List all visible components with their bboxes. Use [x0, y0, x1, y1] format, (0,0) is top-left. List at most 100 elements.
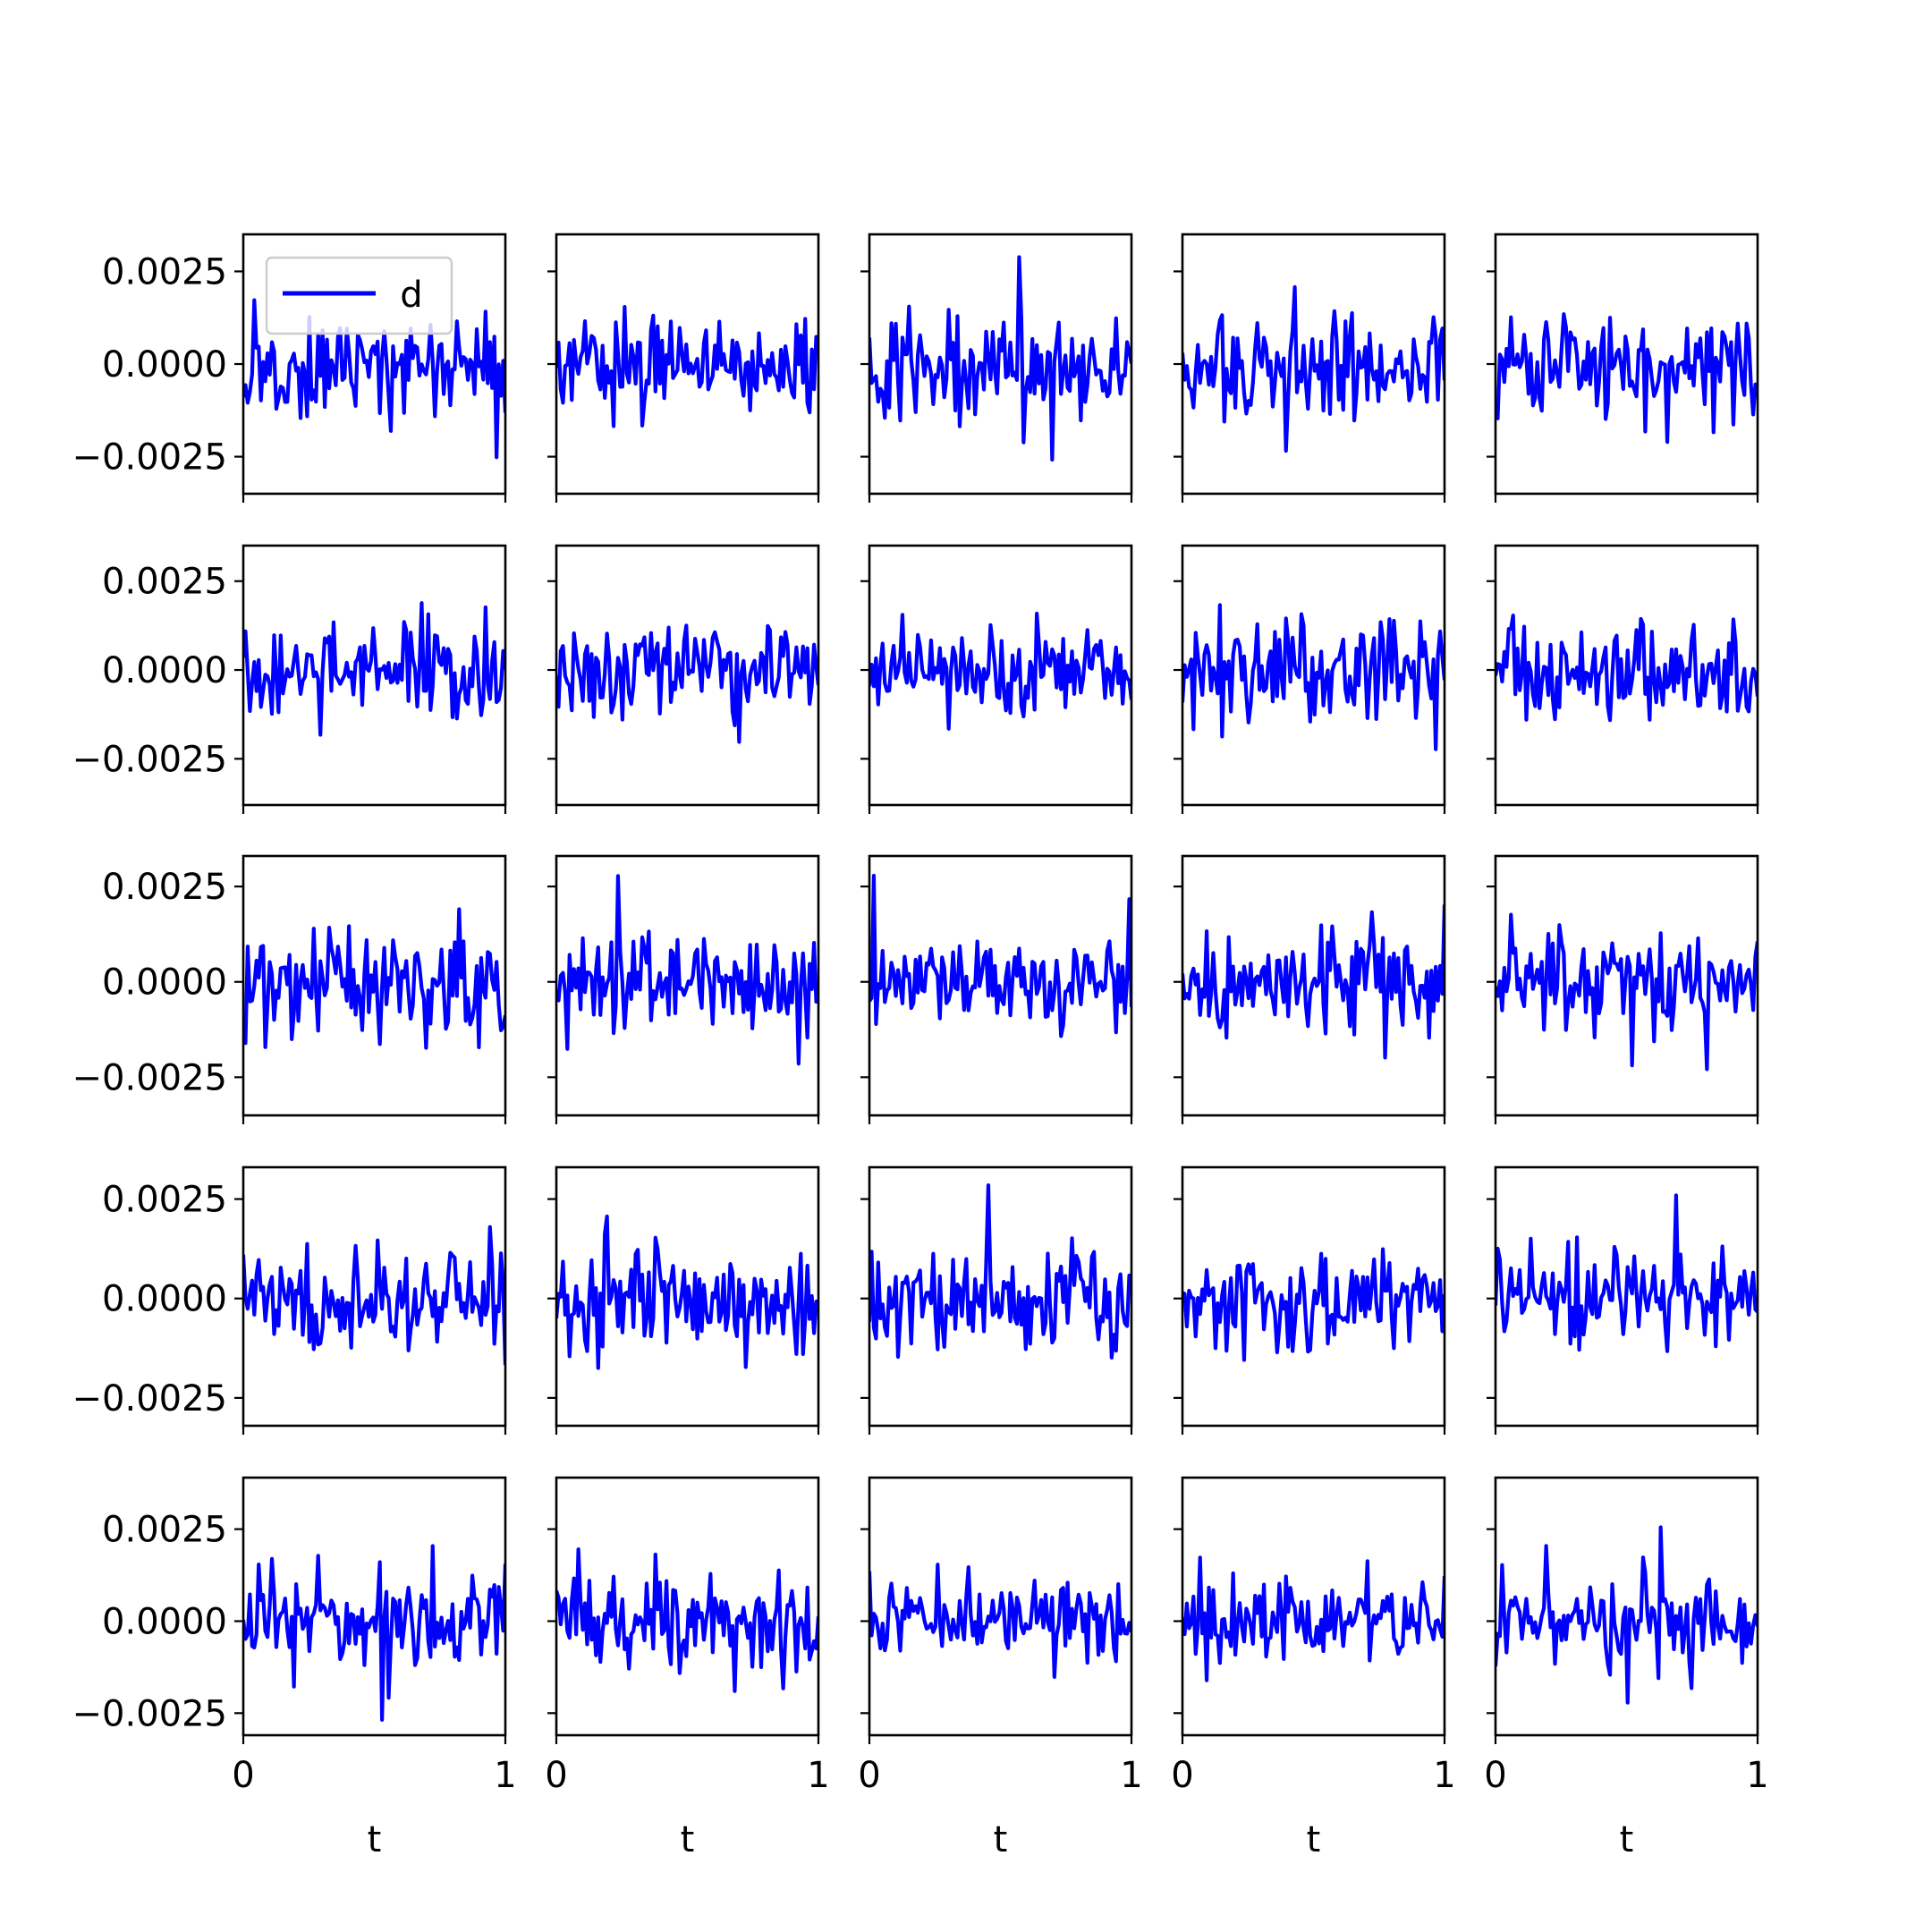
axes-frame: [1181, 1165, 1446, 1428]
axes-frame: [868, 233, 1133, 496]
series-line-d: [243, 601, 505, 737]
x-tick-label: 1: [807, 1755, 829, 1796]
series-line-d: [556, 874, 818, 1066]
y-tick-label: 0.0000: [102, 962, 227, 1004]
subplot-r2-c3: [860, 544, 1133, 814]
series-line-d: [1496, 613, 1758, 723]
series-line-d: [243, 298, 505, 460]
x-tick-label: 1: [1433, 1755, 1455, 1796]
series-line-d: [1496, 912, 1758, 1072]
axes-frame: [868, 1165, 1133, 1428]
x-tick-label: 0: [232, 1755, 254, 1796]
y-tick-label: −0.0025: [72, 437, 227, 479]
x-tick-label: 1: [494, 1755, 516, 1796]
x-tick-label: 0: [545, 1755, 567, 1796]
subplot-r3-c2: [547, 854, 820, 1124]
series-line-d: [243, 1224, 505, 1366]
subplot-r5-c3: 0 1 t: [858, 1476, 1143, 1860]
axes-frame: [242, 1165, 507, 1428]
axes-frame: [868, 854, 1133, 1117]
series-line-d: [1182, 904, 1445, 1060]
axes-frame: [1494, 544, 1759, 807]
y-tick-label: −0.0025: [72, 1693, 227, 1734]
series-line-d: [1496, 1193, 1758, 1353]
subplot-r5-c2: 0 1 t: [545, 1476, 830, 1860]
series-line-d: [556, 623, 818, 744]
subplot-r1-c4: [1174, 233, 1446, 503]
series-line-d: [556, 1214, 818, 1370]
axes-frame: [868, 1476, 1133, 1737]
y-tick-label: −0.0025: [72, 1057, 227, 1098]
y-tick-label: 0.0025: [102, 867, 227, 908]
axes-frame: [1494, 1476, 1759, 1737]
y-tick-label: 0.0000: [102, 1279, 227, 1320]
subplot-r3-c4: [1174, 854, 1446, 1124]
y-tick-label: 0.0025: [102, 1180, 227, 1221]
x-tick-label: 1: [1746, 1755, 1768, 1796]
x-tick-label: 1: [1120, 1755, 1142, 1796]
subplot-r2-c5: [1487, 544, 1759, 814]
x-axis-label: t: [681, 1819, 695, 1860]
subplot-r2-c2: [547, 544, 820, 814]
y-tick-label: 0.0000: [102, 344, 227, 386]
axes-frame: [242, 854, 507, 1117]
subplot-r4-c3: [860, 1165, 1133, 1435]
axes-frame: [1494, 1165, 1759, 1428]
axes-frame: [555, 854, 820, 1117]
legend: d: [265, 256, 453, 335]
series-line-d: [1496, 312, 1758, 445]
subplot-r4-c5: [1487, 1165, 1759, 1435]
subplot-r1-c1: −0.0025 0.0000 0.0025 d: [72, 233, 507, 503]
x-axis-label: t: [1620, 1819, 1634, 1860]
y-tick-label: 0.0025: [102, 562, 227, 603]
x-tick-label: 0: [1171, 1755, 1193, 1796]
axes-frame: [1181, 544, 1446, 807]
series-line-d: [243, 1544, 505, 1722]
series-line-d: [1182, 284, 1445, 453]
subplot-r3-c5: [1487, 854, 1759, 1124]
legend-label: d: [400, 275, 422, 316]
series-line-d: [869, 873, 1131, 1038]
x-axis-label: t: [368, 1819, 382, 1860]
axes-frame: [555, 544, 820, 807]
series-line-d: [869, 611, 1131, 731]
subplot-r1-c2: [547, 233, 820, 503]
axes-frame: [1181, 1476, 1446, 1737]
series-line-d: [1182, 603, 1445, 751]
subplot-r4-c1: −0.0025 0.0000 0.0025: [72, 1165, 507, 1435]
subplot-r1-c5: [1487, 233, 1759, 503]
series-line-d: [869, 1182, 1131, 1360]
axes-frame: [1181, 854, 1446, 1117]
subplot-r2-c4: [1174, 544, 1446, 814]
series-line-d: [1182, 1555, 1445, 1682]
subplot-r5-c5: 0 1 t: [1484, 1476, 1769, 1860]
subplot-r1-c3: [860, 233, 1133, 503]
subplot-r5-c4: 0 1 t: [1171, 1476, 1456, 1860]
axes-frame: [868, 544, 1133, 807]
series-line-d: [869, 255, 1131, 462]
subplot-r5-c1: −0.0025 0.0000 0.0025 0 1 t: [72, 1476, 517, 1860]
y-tick-label: 0.0000: [102, 650, 227, 691]
y-tick-label: −0.0025: [72, 1378, 227, 1419]
axes-frame: [555, 1165, 820, 1428]
subplot-r3-c3: [860, 854, 1133, 1124]
subplot-r2-c1: −0.0025 0.0000 0.0025: [72, 544, 507, 814]
series-line-d: [869, 1563, 1131, 1679]
axes-frame: [242, 544, 507, 807]
y-tick-label: 0.0025: [102, 251, 227, 292]
axes-frame: [555, 1476, 820, 1737]
series-line-d: [556, 304, 818, 428]
x-axis-label: t: [994, 1819, 1008, 1860]
series-line-d: [556, 1546, 818, 1693]
axes-frame: [1494, 854, 1759, 1117]
y-tick-label: 0.0025: [102, 1510, 227, 1551]
axes-frame: [242, 1476, 507, 1737]
series-line-d: [1182, 1247, 1445, 1362]
series-line-d: [1496, 1525, 1758, 1705]
series-line-d: [243, 907, 505, 1050]
y-tick-label: −0.0025: [72, 739, 227, 780]
subplot-r4-c2: [547, 1165, 820, 1435]
subplot-r3-c1: −0.0025 0.0000 0.0025: [72, 854, 507, 1124]
x-axis-label: t: [1307, 1819, 1321, 1860]
